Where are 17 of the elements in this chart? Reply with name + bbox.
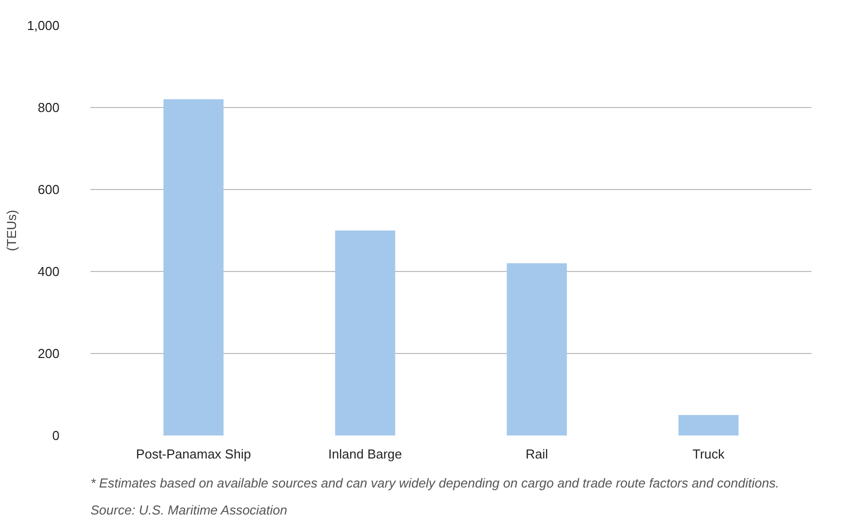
x-tick-label: Rail xyxy=(526,446,548,462)
x-tick-label: Inland Barge xyxy=(328,446,402,462)
bar xyxy=(678,415,739,436)
y-tick-label: 1,000 xyxy=(26,18,60,33)
text: * Estimates based on available sources and can vary widely depending on cargo and trade route factors and conditions. xyxy=(90,476,780,490)
x-tick-label: Truck xyxy=(692,446,726,462)
y-tick-label: 400 xyxy=(38,264,60,279)
source-note: Source: U.S. Maritime Association xyxy=(90,502,288,518)
y-tick-label: 0 xyxy=(52,428,60,443)
bar xyxy=(163,99,224,436)
y-axis-title: (TEUs) xyxy=(4,210,19,252)
y-tick-label: 200 xyxy=(38,346,60,361)
y-tick-label: 600 xyxy=(38,182,60,197)
bar xyxy=(335,230,396,436)
x-tick-label: Post-Panamax Ship xyxy=(136,446,251,462)
y-tick-label: 800 xyxy=(38,100,60,115)
bar xyxy=(506,263,567,436)
